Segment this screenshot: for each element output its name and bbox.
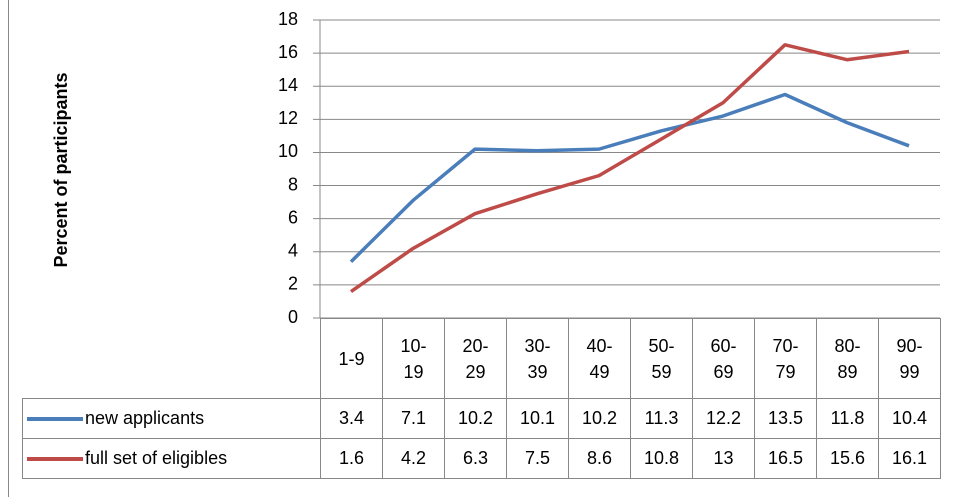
value-cell: 16.1 (878, 438, 941, 479)
legend-label: full set of eligibles (85, 448, 228, 468)
value-cell: 10.8 (630, 438, 693, 479)
legend-label: new applicants (85, 408, 205, 428)
value-cell: 8.6 (568, 438, 631, 479)
x-tick-label: 10-19 (400, 335, 427, 382)
category-cell: 30-39 (506, 318, 569, 399)
category-cell: 20-29 (444, 318, 507, 399)
x-tick-label: 60-69 (710, 335, 737, 382)
value-cell: 6.3 (444, 438, 507, 479)
value-cell: 11.3 (630, 398, 693, 439)
y-tick-label: 12 (278, 108, 298, 128)
value-cell: 12.2 (692, 398, 755, 439)
category-cell: 60-69 (692, 318, 755, 399)
x-tick-label: 90-99 (896, 335, 923, 382)
category-cell: 40-49 (568, 318, 631, 399)
series-row: new applicants 3.4 7.1 10.2 10.1 10.2 11.3 12.2… (22, 398, 941, 439)
value-cell: 16.5 (754, 438, 817, 479)
value-cell: 10.1 (506, 398, 569, 439)
data-table: 1-9 10-19 20-29 30-39 40-49 50-59 60-69 70-79 80… (22, 318, 941, 479)
category-row: 1-9 10-19 20-29 30-39 40-49 50-59 60-69 70-79 80… (23, 318, 941, 399)
value-cell: 7.5 (506, 438, 569, 479)
blank-cell (23, 319, 321, 399)
value-cell: 13.5 (754, 398, 817, 439)
y-tick-label: 14 (278, 75, 298, 95)
legend-swatch (27, 457, 83, 462)
x-tick-label: 70-79 (772, 335, 799, 382)
x-tick-label: 30-39 (524, 335, 551, 382)
y-axis-label: Percent of participants (51, 72, 71, 267)
y-tick-label: 4 (288, 241, 298, 261)
category-cell: 90-99 (878, 318, 941, 399)
category-cell: 10-19 (382, 318, 445, 399)
series-line (350, 43, 910, 293)
legend-swatch (27, 417, 83, 422)
y-tick-label: 0 (288, 307, 298, 327)
value-cell: 10.4 (878, 398, 941, 439)
value-cell: 10.2 (444, 398, 507, 439)
y-tick-label: 6 (288, 207, 298, 227)
value-cell: 7.1 (382, 398, 445, 439)
value-cell: 3.4 (320, 398, 383, 439)
value-cell: 4.2 (382, 438, 445, 479)
category-cell: 1-9 (320, 318, 383, 399)
series-row: full set of eligibles 1.6 4.2 6.3 7.5 8.6 10.8… (22, 438, 941, 479)
value-cell: 13 (692, 438, 755, 479)
legend-cell: full set of eligibles (22, 438, 321, 479)
y-tick-label: 16 (278, 42, 298, 62)
y-tick-label: 2 (288, 274, 298, 294)
value-cell: 15.6 (816, 438, 879, 479)
series-line (349, 92, 910, 263)
x-tick-label: 50-59 (648, 335, 675, 382)
value-cell: 11.8 (816, 398, 879, 439)
legend-cell: new applicants (22, 398, 321, 439)
category-cell: 50-59 (630, 318, 693, 399)
value-cell: 1.6 (320, 438, 383, 479)
y-tick-label: 18 (278, 9, 298, 29)
x-tick-label: 80-89 (834, 335, 861, 382)
y-tick-label: 8 (288, 174, 298, 194)
y-tick-label: 10 (278, 141, 298, 161)
frame (8, 0, 9, 497)
x-tick-label: 40-49 (586, 335, 613, 382)
category-cell: 70-79 (754, 318, 817, 399)
x-tick-label: 20-29 (462, 335, 489, 382)
x-tick-label: 1-9 (338, 348, 365, 369)
category-cell: 80-89 (816, 318, 879, 399)
value-cell: 10.2 (568, 398, 631, 439)
